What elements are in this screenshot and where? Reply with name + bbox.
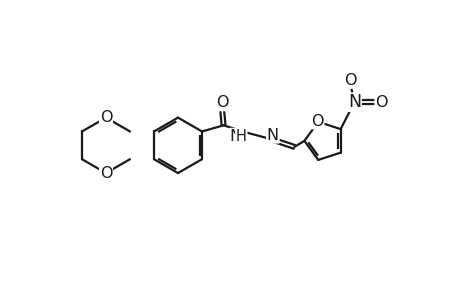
Text: N: N: [347, 93, 360, 111]
Text: O: O: [344, 73, 356, 88]
Text: O: O: [215, 95, 228, 110]
Text: N: N: [266, 128, 278, 143]
Text: O: O: [375, 95, 387, 110]
Text: O: O: [311, 114, 323, 129]
Text: H: H: [235, 129, 246, 144]
Text: O: O: [100, 110, 112, 125]
Text: O: O: [100, 166, 112, 181]
Text: N: N: [230, 129, 241, 144]
